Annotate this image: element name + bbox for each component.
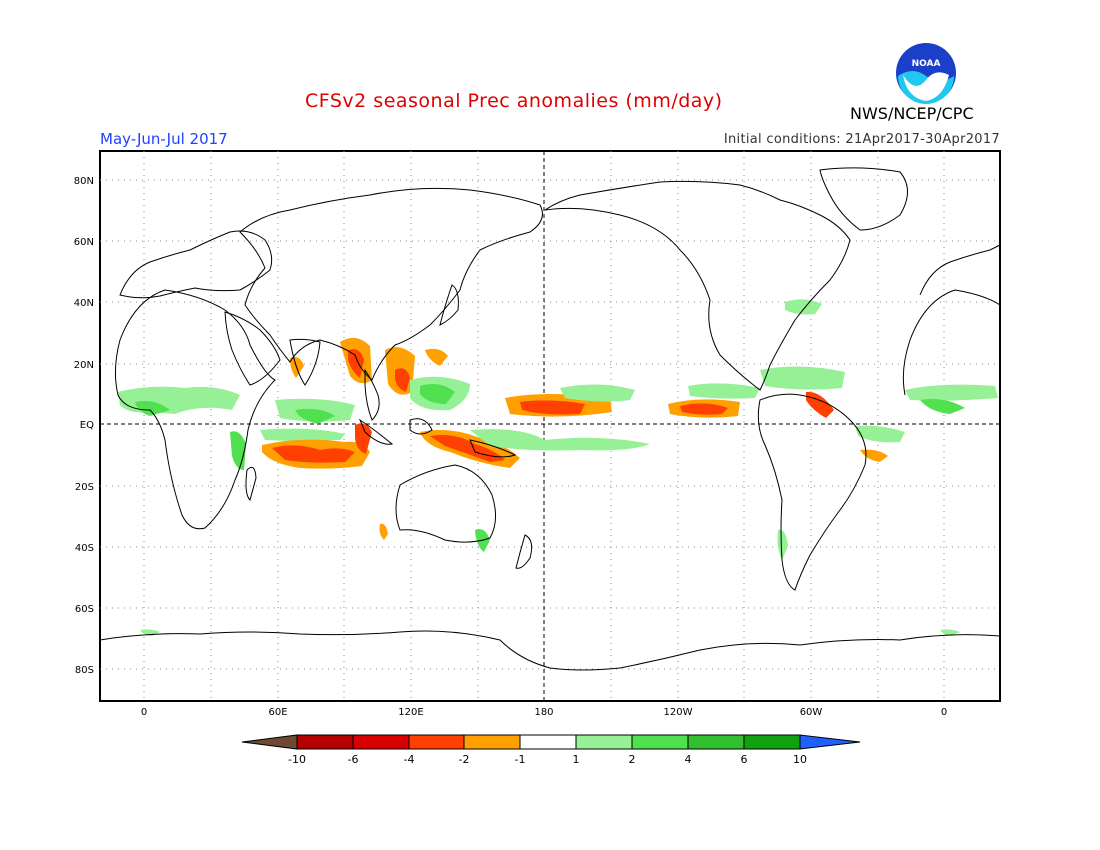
lat-label: 40S xyxy=(75,543,94,554)
lon-label: 60W xyxy=(800,707,823,718)
color-legend xyxy=(241,734,861,750)
lat-label: 80S xyxy=(75,665,94,676)
lon-label: 180 xyxy=(534,707,553,718)
lat-label: EQ xyxy=(80,420,94,431)
lon-label: 120W xyxy=(664,707,693,718)
legend-swatch xyxy=(631,734,689,750)
legend-label: 1 xyxy=(573,753,580,766)
legend-label: -6 xyxy=(348,753,359,766)
legend-label: -10 xyxy=(288,753,306,766)
legend-label: 10 xyxy=(793,753,807,766)
coastlines xyxy=(99,167,1001,671)
noaa-logo: NOAA xyxy=(896,43,956,104)
legend-label: -4 xyxy=(404,753,415,766)
legend-swatch xyxy=(687,734,745,750)
legend-label: 4 xyxy=(685,753,692,766)
svg-text:NOAA: NOAA xyxy=(912,59,941,69)
lon-labels: 0 60E 120E 180 120W 60W 0 xyxy=(141,707,947,718)
lon-label: 0 xyxy=(141,707,147,718)
legend-swatch xyxy=(743,734,801,750)
anomaly-shading xyxy=(118,299,998,636)
legend-label: 2 xyxy=(629,753,636,766)
legend-swatch xyxy=(352,734,410,750)
legend-labels: -10 -6 -4 -2 -1 1 2 4 6 10 xyxy=(288,753,807,766)
lon-label: 120E xyxy=(398,707,423,718)
legend-swatch-min xyxy=(241,734,298,750)
forecast-period: May-Jun-Jul 2017 xyxy=(100,130,228,148)
legend-swatch xyxy=(575,734,633,750)
legend-label: -2 xyxy=(459,753,470,766)
lat-label: 20N xyxy=(74,360,94,371)
legend-label: -1 xyxy=(515,753,526,766)
lon-label: 60E xyxy=(268,707,287,718)
legend-swatch xyxy=(296,734,354,750)
legend-swatch-max xyxy=(799,734,861,750)
agency-label: NWS/NCEP/CPC xyxy=(850,104,974,123)
legend-label: 6 xyxy=(741,753,748,766)
legend-swatch xyxy=(408,734,465,750)
grid-lines xyxy=(100,151,1000,701)
equator-dateline xyxy=(100,151,1000,701)
lat-label: 60S xyxy=(75,604,94,615)
map-frame xyxy=(99,150,1001,702)
lat-label: 60N xyxy=(74,237,94,248)
lat-label: 40N xyxy=(74,298,94,309)
lat-label: 20S xyxy=(75,482,94,493)
initial-conditions: Initial conditions: 21Apr2017-30Apr2017 xyxy=(723,132,1000,147)
lat-labels: 80N 60N 40N 20N EQ 20S 40S 60S 80S xyxy=(74,176,94,676)
map-title: CFSv2 seasonal Prec anomalies (mm/day) xyxy=(305,90,723,112)
lon-label: 0 xyxy=(941,707,947,718)
legend-swatch xyxy=(519,734,577,750)
lat-label: 80N xyxy=(74,176,94,187)
legend-swatch xyxy=(463,734,521,750)
